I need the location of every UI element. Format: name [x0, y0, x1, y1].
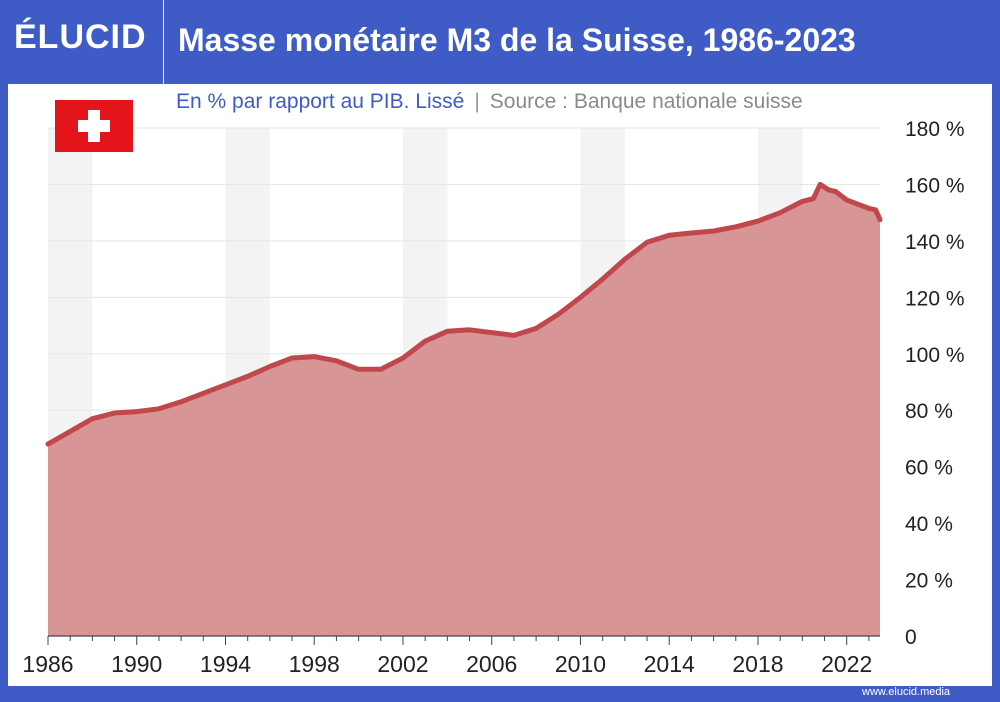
swiss-flag-icon	[55, 100, 133, 152]
x-tick-label: 2002	[377, 651, 428, 677]
x-tick-label: 2010	[555, 651, 606, 677]
x-tick-label: 2014	[644, 651, 695, 677]
header: ÉLUCID Masse monétaire M3 de la Suisse, …	[0, 0, 1000, 84]
y-tick-label: 60 %	[905, 457, 953, 480]
chart-title: Masse monétaire M3 de la Suisse, 1986-20…	[178, 22, 856, 58]
subtitle-source: Source : Banque nationale suisse	[489, 90, 803, 113]
series-area	[48, 184, 880, 636]
y-tick-label: 20 %	[905, 570, 953, 593]
y-tick-label: 0	[905, 626, 917, 649]
x-tick-label: 1998	[289, 651, 340, 677]
y-tick-label: 100 %	[905, 344, 965, 367]
subtitle-separator: |	[474, 90, 480, 113]
footer-url: www.elucid.media	[862, 686, 951, 698]
y-tick-label: 120 %	[905, 287, 965, 310]
x-tick-label: 2006	[466, 651, 517, 677]
x-tick-label: 1990	[111, 651, 162, 677]
y-tick-label: 180 %	[905, 118, 965, 141]
y-tick-label: 80 %	[905, 400, 953, 423]
elucid-logo: ÉLUCID	[14, 18, 147, 56]
x-tick-label: 2018	[732, 651, 783, 677]
y-tick-label: 140 %	[905, 231, 965, 254]
subtitle-description: En % par rapport au PIB. Lissé	[176, 90, 465, 113]
y-tick-label: 40 %	[905, 513, 953, 536]
x-tick-label: 2022	[821, 651, 872, 677]
x-tick-label: 1994	[200, 651, 251, 677]
y-tick-label: 160 %	[905, 174, 965, 197]
series-line	[45, 181, 883, 447]
x-tick-label: 1986	[22, 651, 73, 677]
header-divider	[163, 0, 164, 84]
chart-subtitle: En % par rapport au PIB. Lissé | Source : …	[176, 90, 803, 114]
